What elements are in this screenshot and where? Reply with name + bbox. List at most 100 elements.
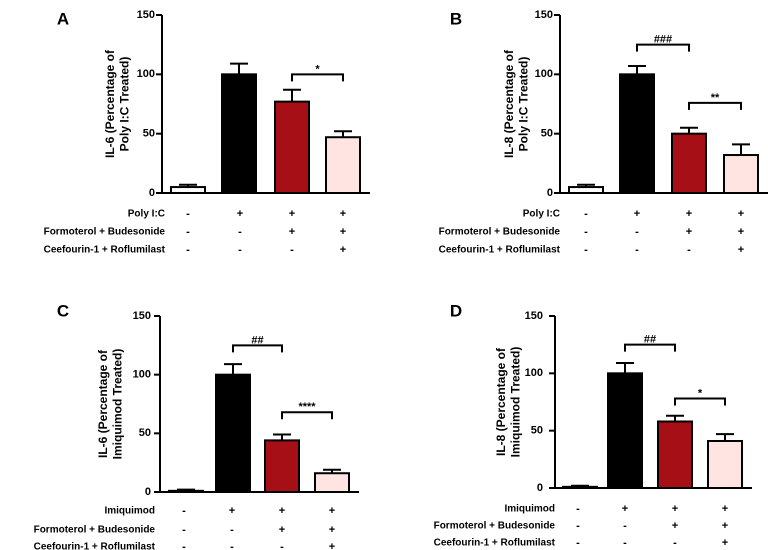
bar bbox=[170, 186, 206, 194]
panel-C: C IL-6 (Percentage ofImiquimod Treated) 0 5… bbox=[34, 301, 359, 550]
treatment-row-label: Imiquimod bbox=[104, 506, 155, 517]
bar bbox=[264, 439, 300, 493]
significance-bracket bbox=[232, 344, 283, 353]
treatment-sign: + bbox=[722, 503, 728, 515]
y-tick-label: 150 bbox=[535, 9, 553, 21]
treatment-sign: + bbox=[237, 208, 243, 220]
significance-bracket bbox=[291, 73, 344, 82]
treatment-sign: + bbox=[279, 505, 285, 517]
y-axis-title-line: IL-8 (Percentage of bbox=[494, 347, 508, 456]
significance-label: * bbox=[698, 388, 703, 400]
y-axis-title-line: IL-8 (Percentage of bbox=[502, 49, 516, 158]
panel-B: B IL-8 (Percentage ofPoly I:C Treated) 0 50… bbox=[439, 9, 768, 256]
treatment-row-label: Poly I:C bbox=[523, 209, 560, 220]
treatment-sign: - bbox=[186, 208, 190, 220]
treatment-sign: - bbox=[182, 524, 186, 536]
treatment-sign: - bbox=[182, 505, 186, 517]
treatment-sign: - bbox=[576, 503, 580, 515]
y-tick-label: 0 bbox=[145, 486, 151, 498]
significance-label: ### bbox=[654, 34, 672, 46]
treatment-sign: + bbox=[279, 524, 285, 536]
bar bbox=[314, 472, 350, 493]
treatment-row-label: Formoterol + Budesonide bbox=[434, 521, 556, 532]
y-tick-label: 150 bbox=[525, 310, 543, 322]
treatment-sign: + bbox=[229, 505, 235, 517]
y-axis-title-line: Poly I:C Treated) bbox=[117, 57, 131, 152]
treatment-sign: - bbox=[182, 541, 186, 550]
panel-label: A bbox=[57, 9, 69, 28]
y-axis-title-line: IL-6 (Percentage of bbox=[103, 49, 117, 158]
treatment-sign: + bbox=[686, 208, 692, 220]
bar bbox=[168, 489, 204, 493]
significance-bracket bbox=[281, 411, 333, 420]
treatment-row-label: Formoterol + Budesonide bbox=[439, 227, 561, 238]
treatment-sign: - bbox=[280, 541, 284, 550]
y-axis-title: IL-8 (Percentage ofPoly I:C Treated) bbox=[502, 49, 530, 158]
treatment-row-label: Formoterol + Budesonide bbox=[34, 525, 156, 536]
treatment-sign: - bbox=[623, 537, 627, 549]
y-tick-label: 150 bbox=[133, 310, 151, 322]
treatment-sign: - bbox=[238, 244, 242, 256]
treatment-sign: - bbox=[635, 226, 639, 238]
y-axis-title-line: Imiquimod Treated) bbox=[110, 349, 124, 460]
treatment-sign: - bbox=[584, 244, 588, 256]
treatment-sign: - bbox=[230, 541, 234, 550]
treatment-sign: - bbox=[584, 208, 588, 220]
treatment-sign: + bbox=[340, 226, 346, 238]
significance-bracket bbox=[688, 101, 742, 110]
treatment-sign: - bbox=[576, 537, 580, 549]
bar bbox=[607, 372, 643, 490]
treatment-sign: - bbox=[623, 520, 627, 532]
treatment-sign: + bbox=[672, 520, 678, 532]
treatment-sign: + bbox=[329, 524, 335, 536]
y-axis-title: IL-6 (Percentage ofPoly I:C Treated) bbox=[103, 49, 131, 158]
significance-label: ## bbox=[644, 334, 656, 346]
y-tick-label: 0 bbox=[547, 187, 553, 199]
y-axis-title-line: Imiquimod Treated) bbox=[508, 347, 522, 458]
bar bbox=[215, 373, 251, 493]
y-tick-label: 50 bbox=[143, 128, 155, 140]
bar bbox=[619, 73, 655, 194]
y-tick-label: 0 bbox=[537, 482, 543, 494]
y-tick-label: 50 bbox=[531, 425, 543, 437]
treatment-sign: + bbox=[329, 541, 335, 550]
bar bbox=[568, 186, 604, 194]
bar bbox=[657, 420, 693, 490]
treatment-sign: - bbox=[635, 244, 639, 256]
treatment-sign: - bbox=[576, 520, 580, 532]
treatment-sign: - bbox=[673, 537, 677, 549]
treatment-sign: + bbox=[686, 226, 692, 238]
bar bbox=[274, 100, 310, 194]
treatment-row-label: Ceefourin-1 + Roflumilast bbox=[34, 542, 156, 550]
bar bbox=[723, 154, 759, 195]
y-axis-title: IL-8 (Percentage ofImiquimod Treated) bbox=[494, 347, 522, 458]
significance-bracket bbox=[636, 43, 690, 52]
treatment-sign: + bbox=[289, 226, 295, 238]
treatment-sign: + bbox=[329, 505, 335, 517]
treatment-sign: + bbox=[289, 208, 295, 220]
treatment-sign: - bbox=[290, 244, 294, 256]
panel-D: D IL-8 (Percentage ofImiquimod Treated) 0 5… bbox=[434, 301, 752, 549]
significance-label: ## bbox=[251, 334, 263, 346]
bar bbox=[707, 439, 743, 489]
significance-bracket bbox=[674, 397, 726, 406]
significance-label: ** bbox=[711, 92, 720, 104]
bar bbox=[325, 136, 361, 195]
panel-label: D bbox=[450, 301, 462, 320]
y-tick-label: 50 bbox=[139, 427, 151, 439]
treatment-row-label: Ceefourin-1 + Roflumilast bbox=[434, 538, 556, 549]
treatment-row-label: Ceefourin-1 + Roflumilast bbox=[439, 245, 561, 256]
significance-label: **** bbox=[298, 401, 316, 413]
treatment-sign: + bbox=[622, 503, 628, 515]
treatment-sign: + bbox=[738, 226, 744, 238]
panel-label: C bbox=[57, 301, 69, 320]
treatment-row-label: Poly I:C bbox=[128, 209, 165, 220]
y-axis-title-line: IL-6 (Percentage of bbox=[96, 349, 110, 458]
treatment-sign: + bbox=[672, 503, 678, 515]
treatment-sign: + bbox=[340, 208, 346, 220]
panel-A: A IL-6 (Percentage ofPoly I:C Treated) 0 50… bbox=[44, 9, 370, 256]
treatment-sign: - bbox=[186, 244, 190, 256]
y-axis-title-line: Poly I:C Treated) bbox=[516, 57, 530, 152]
